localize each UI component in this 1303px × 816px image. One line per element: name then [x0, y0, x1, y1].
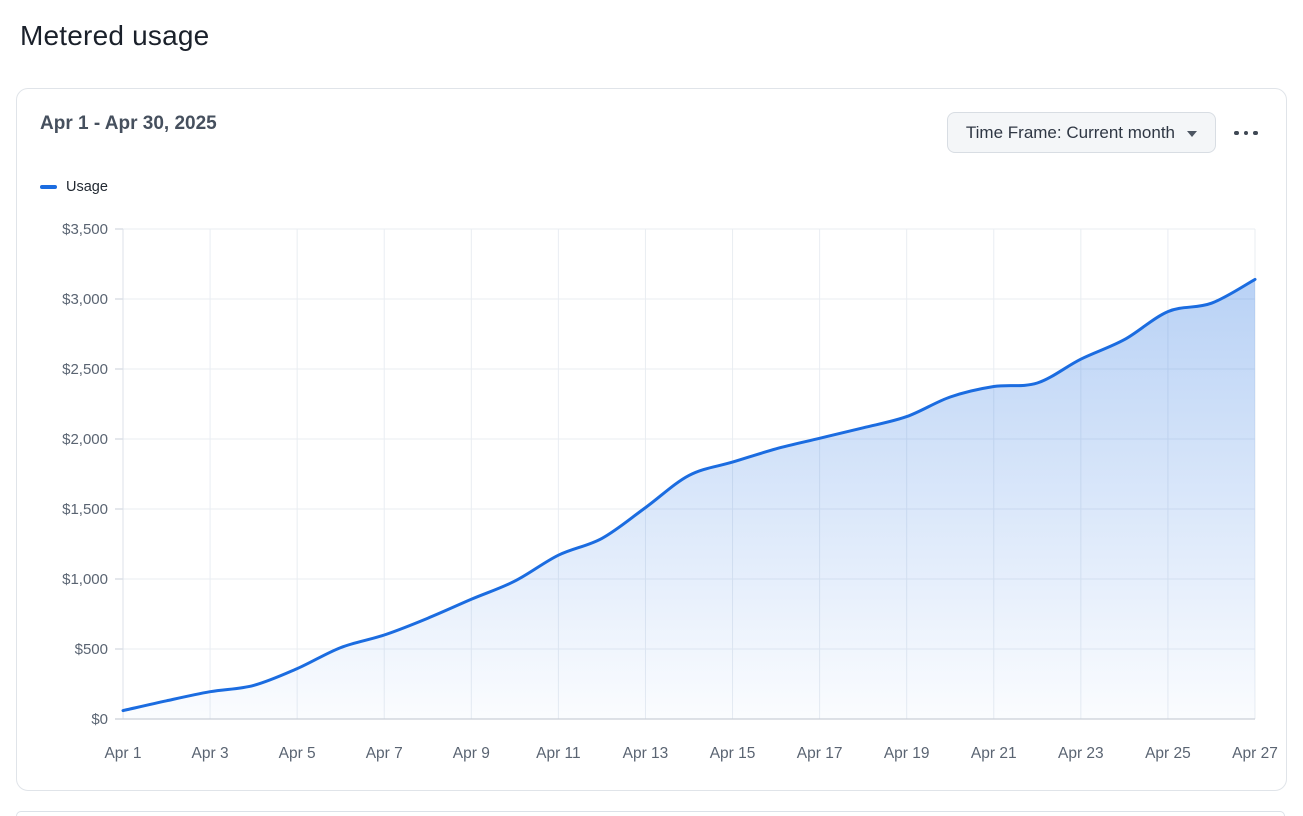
x-tick-label: Apr 15: [710, 745, 756, 762]
x-tick-label: Apr 7: [366, 745, 403, 762]
time-frame-dropdown-label: Time Frame: Current month: [965, 122, 1175, 142]
chevron-down-icon: [1187, 130, 1197, 137]
y-tick-label: $3,000: [62, 291, 108, 308]
next-section-top-edge: [16, 811, 1285, 816]
y-tick-label: $1,000: [62, 571, 108, 588]
x-tick-label: Apr 1: [104, 745, 141, 762]
y-tick-label: $2,500: [62, 361, 108, 378]
usage-chart: $0 $500 $1,000 $1,500 $2,000 $2,500 $3,000 $3,5…: [62, 221, 1278, 762]
ellipsis-icon: [1234, 130, 1239, 136]
usage-line: [121, 277, 1257, 713]
x-tick-label: Apr 19: [884, 745, 930, 762]
x-tick-label: Apr 27: [1232, 745, 1278, 762]
x-tick-label: Apr 25: [1145, 745, 1191, 762]
x-tick-label: Apr 5: [279, 745, 316, 762]
metered-usage-card: Apr 1 - Apr 30, 2025 Time Frame: Current…: [16, 88, 1287, 791]
legend-usage-swatch: [40, 185, 57, 189]
chart-legend: Usage: [40, 178, 108, 196]
time-frame-dropdown[interactable]: Time Frame: Current month: [946, 112, 1216, 153]
usage-area: [123, 279, 1255, 719]
x-tick-label: Apr 21: [971, 745, 1017, 762]
legend-usage-label: Usage: [66, 179, 108, 195]
y-tick-label: $3,500: [62, 221, 108, 238]
page-title: Metered usage: [20, 20, 210, 51]
x-tick-label: Apr 9: [453, 745, 490, 762]
x-tick-label: Apr 17: [797, 745, 843, 762]
plot-area[interactable]: [123, 229, 1255, 719]
y-tick-label: $2,000: [62, 431, 108, 448]
y-tick-label: $500: [75, 641, 108, 658]
x-tick-label: Apr 3: [192, 745, 229, 762]
x-tick-label: Apr 13: [623, 745, 669, 762]
x-tick-label: Apr 11: [536, 745, 581, 762]
date-range-label: Apr 1 - Apr 30, 2025: [40, 113, 217, 134]
y-tick-label: $1,500: [62, 501, 108, 518]
overflow-menu-button[interactable]: [1228, 122, 1264, 144]
y-tick-label: $0: [91, 711, 108, 728]
x-tick-label: Apr 23: [1058, 745, 1104, 762]
